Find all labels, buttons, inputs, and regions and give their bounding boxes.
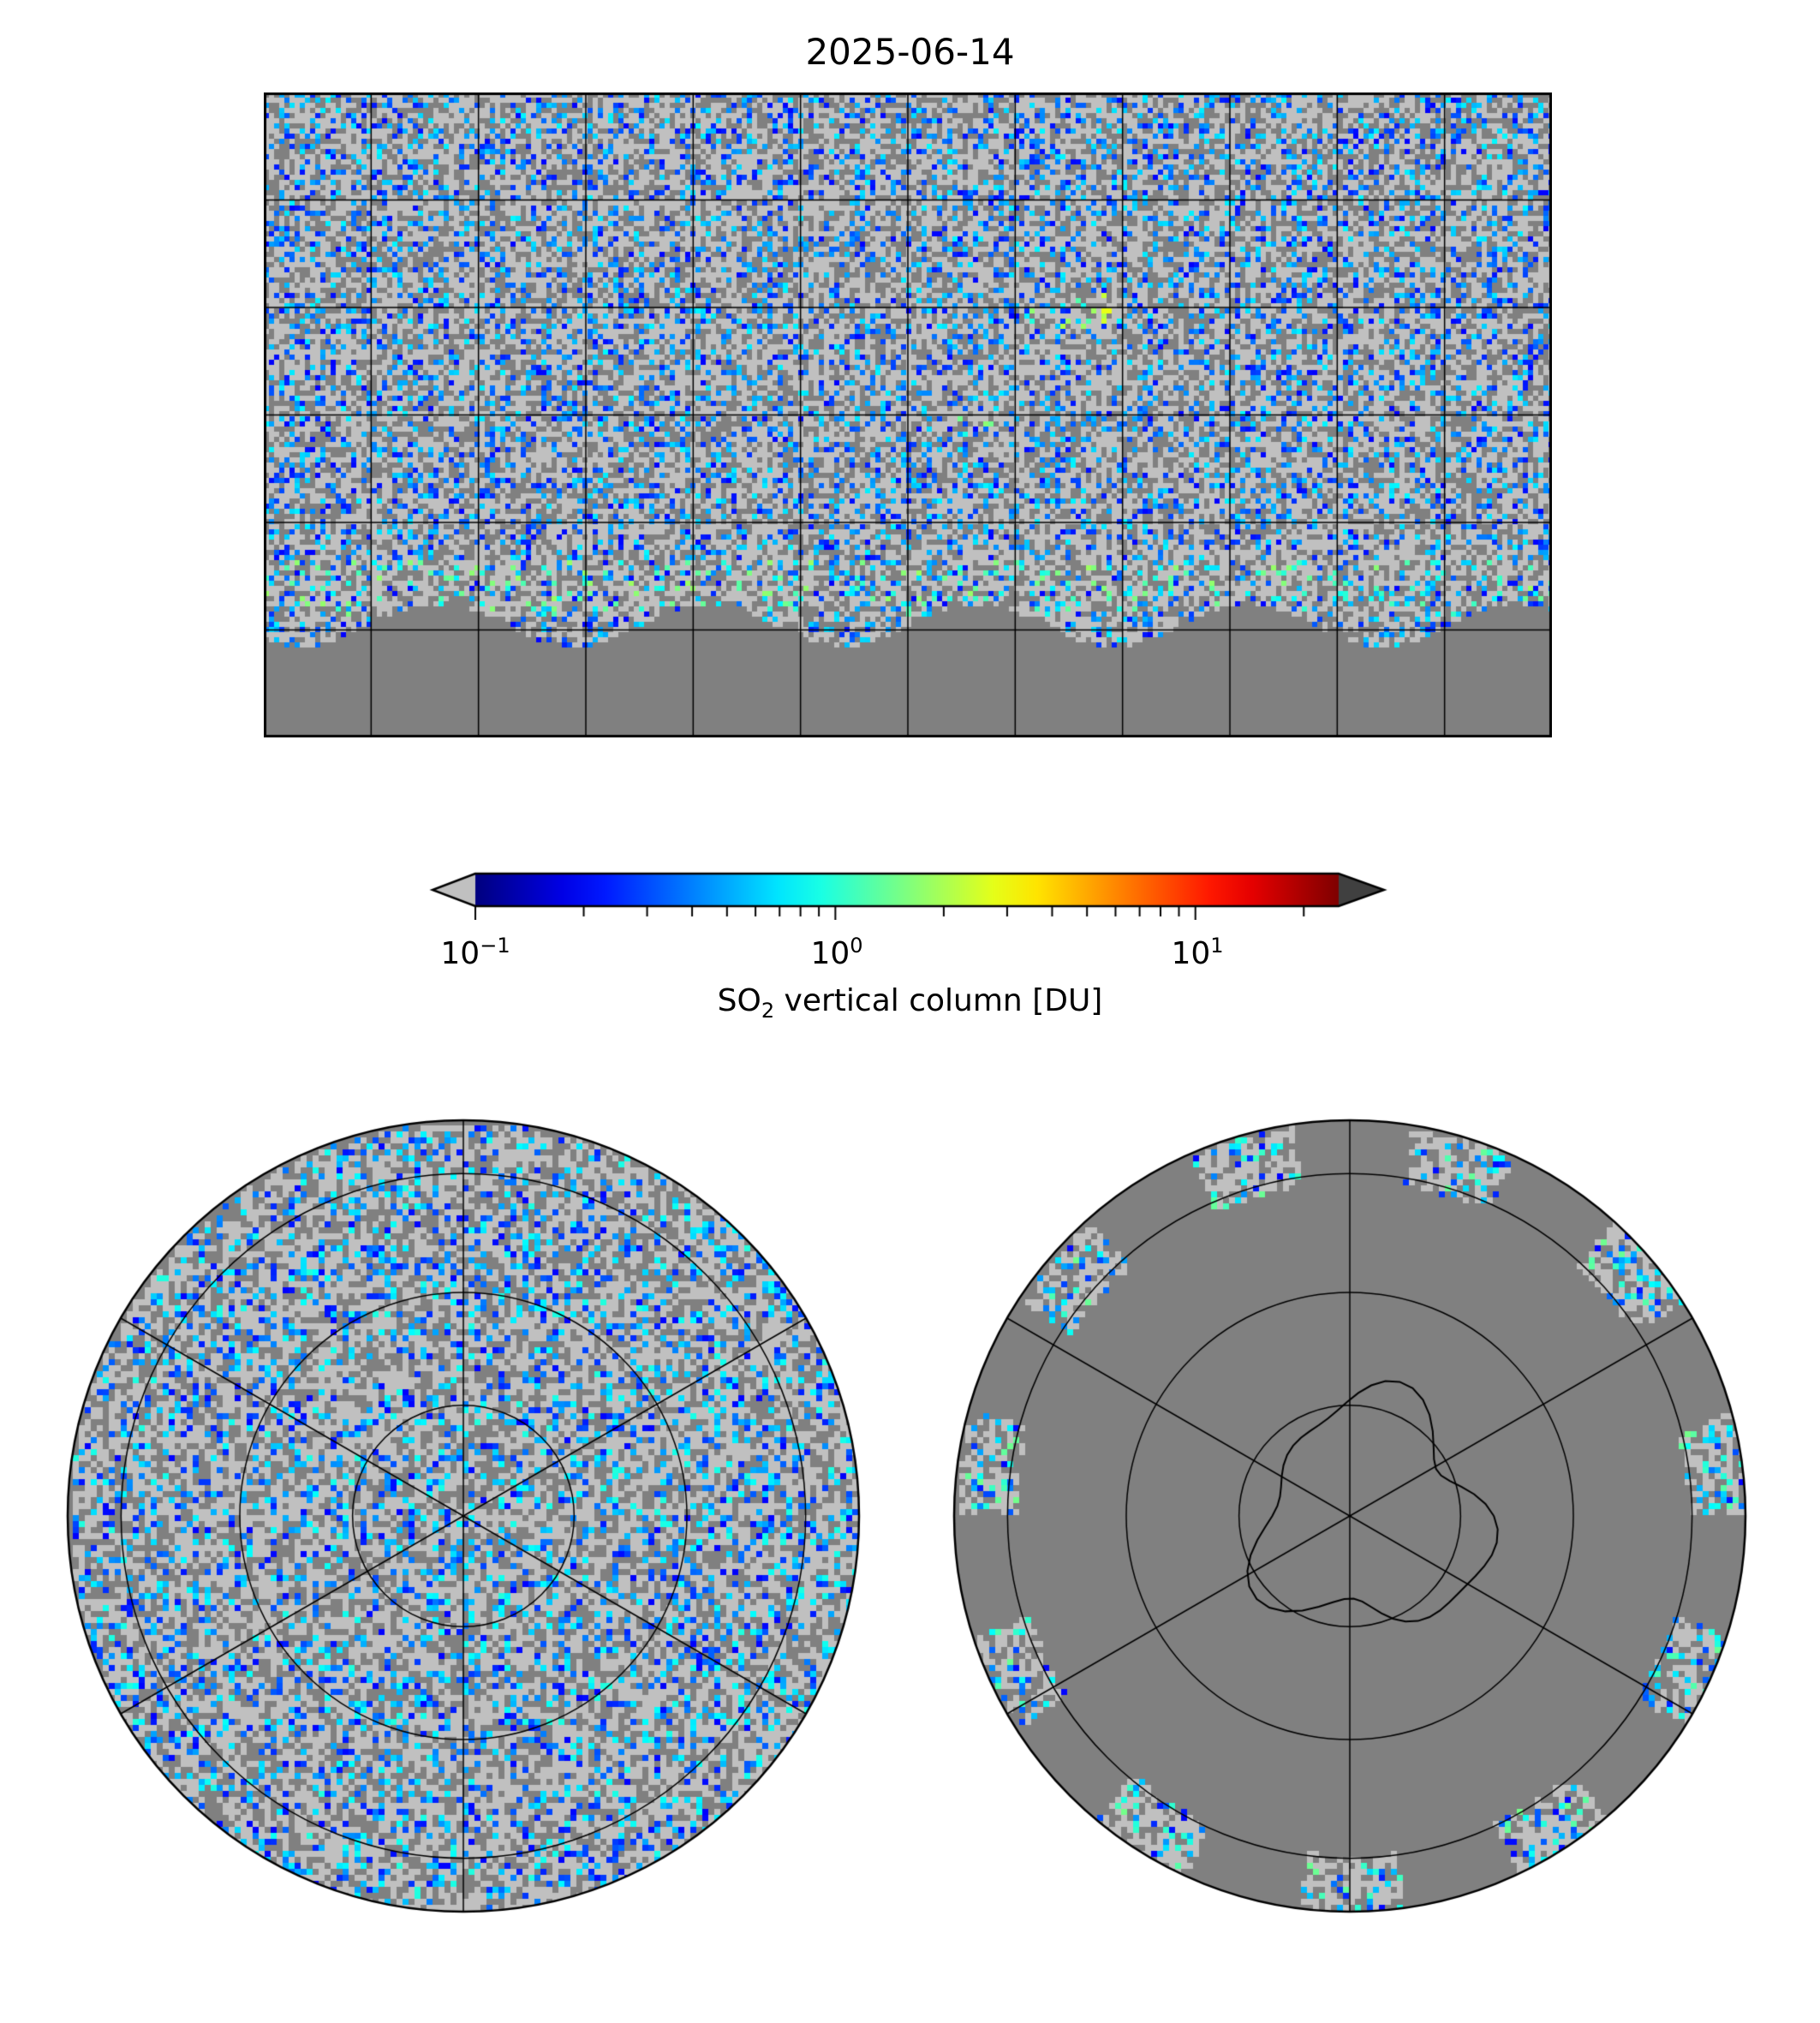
north-polar-map <box>61 1113 866 1919</box>
south-polar-map <box>947 1113 1752 1919</box>
colorbar <box>428 860 1396 920</box>
colorbar-tick-label: 101 <box>1171 934 1224 971</box>
global-map <box>264 92 1552 737</box>
colorbar-label: SO2 vertical column [DU] <box>717 983 1103 1023</box>
chart-title: 2025-06-14 <box>805 31 1015 73</box>
colorbar-tick-label: 10−1 <box>440 934 510 971</box>
colorbar-tick-label: 100 <box>810 934 863 971</box>
